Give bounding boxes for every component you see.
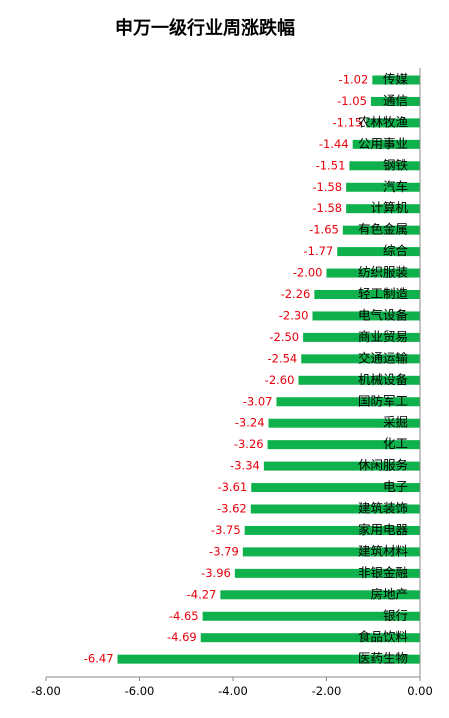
value-label: -3.34 bbox=[230, 459, 260, 473]
x-tick-label: -8.00 bbox=[31, 684, 61, 698]
value-label: -1.65 bbox=[309, 223, 339, 237]
bar bbox=[200, 633, 420, 643]
bar bbox=[301, 354, 420, 364]
bar bbox=[342, 225, 420, 235]
category-label: 电子 bbox=[383, 479, 408, 494]
category-label: 银行 bbox=[383, 608, 408, 623]
category-label: 机械设备 bbox=[358, 372, 409, 387]
value-label: -1.58 bbox=[312, 201, 342, 215]
value-label: -1.15 bbox=[332, 115, 362, 129]
value-label: -3.96 bbox=[201, 566, 231, 580]
bar bbox=[234, 568, 420, 578]
bar bbox=[370, 96, 420, 106]
bar bbox=[268, 418, 420, 428]
category-label: 食品饮料 bbox=[358, 629, 409, 644]
category-label: 轻工制造 bbox=[358, 286, 409, 301]
value-label: -1.58 bbox=[312, 180, 342, 194]
bar bbox=[117, 654, 420, 664]
value-label: -3.79 bbox=[209, 544, 239, 558]
category-label: 计算机 bbox=[370, 200, 408, 215]
value-label: -1.02 bbox=[339, 73, 369, 87]
bar bbox=[326, 268, 420, 278]
x-tick-label: -4.00 bbox=[218, 684, 248, 698]
x-tick-label: -6.00 bbox=[125, 684, 155, 698]
chart-title: 申万一级行业周涨跌幅 bbox=[115, 18, 295, 39]
bar bbox=[366, 118, 420, 128]
bar bbox=[298, 375, 420, 385]
category-label: 国防军工 bbox=[358, 393, 408, 408]
category-label: 家用电器 bbox=[358, 522, 409, 537]
value-label: -1.44 bbox=[319, 137, 349, 151]
bar bbox=[337, 247, 420, 257]
bar bbox=[346, 182, 420, 192]
value-label: -2.60 bbox=[265, 373, 295, 387]
value-label: -4.27 bbox=[187, 587, 217, 601]
value-label: -4.65 bbox=[169, 609, 199, 623]
category-label: 电气设备 bbox=[358, 307, 409, 322]
bar bbox=[303, 332, 420, 342]
bar bbox=[202, 611, 420, 621]
bar bbox=[314, 290, 420, 299]
x-tick-label: 0.00 bbox=[407, 684, 433, 698]
category-label: 建筑材料 bbox=[358, 543, 409, 558]
value-label: -1.05 bbox=[337, 94, 367, 108]
category-label: 医药生物 bbox=[358, 651, 408, 666]
category-label: 化工 bbox=[383, 436, 408, 451]
value-label: -2.30 bbox=[279, 308, 309, 322]
value-label: -4.69 bbox=[167, 630, 197, 644]
bar bbox=[251, 483, 420, 493]
category-label: 交通运输 bbox=[358, 350, 409, 365]
bar bbox=[267, 440, 420, 450]
category-label: 建筑装饰 bbox=[358, 501, 408, 516]
bar bbox=[250, 504, 420, 514]
category-label: 纺织服装 bbox=[358, 265, 408, 280]
bar bbox=[276, 397, 420, 407]
value-label: -1.51 bbox=[316, 158, 346, 172]
value-label: -1.77 bbox=[303, 244, 333, 258]
category-label: 通信 bbox=[383, 93, 408, 108]
value-label: -3.24 bbox=[235, 416, 265, 430]
category-label: 公用事业 bbox=[358, 136, 408, 151]
bar bbox=[244, 525, 420, 535]
category-label: 采掘 bbox=[383, 415, 408, 430]
category-label: 综合 bbox=[383, 243, 409, 258]
bar bbox=[346, 204, 420, 214]
value-label: -3.75 bbox=[211, 523, 241, 537]
bar bbox=[352, 139, 420, 149]
value-label: -6.47 bbox=[84, 652, 114, 666]
category-label: 房地产 bbox=[370, 586, 408, 601]
bar bbox=[220, 590, 420, 600]
category-label: 钢铁 bbox=[383, 157, 409, 172]
value-label: -3.61 bbox=[217, 480, 247, 494]
category-label: 传媒 bbox=[383, 72, 409, 87]
bar bbox=[242, 547, 420, 557]
category-label: 农林牧渔 bbox=[358, 114, 408, 129]
category-label: 非银金融 bbox=[358, 565, 409, 580]
bar bbox=[372, 75, 420, 85]
category-label: 有色金属 bbox=[358, 222, 408, 237]
value-label: -3.26 bbox=[234, 437, 264, 451]
value-label: -2.50 bbox=[269, 330, 299, 344]
bar bbox=[349, 161, 420, 171]
value-label: -3.07 bbox=[243, 394, 273, 408]
value-label: -2.00 bbox=[293, 266, 323, 280]
category-label: 休闲服务 bbox=[358, 458, 408, 473]
value-label: -2.54 bbox=[267, 351, 297, 365]
category-label: 商业贸易 bbox=[358, 329, 408, 344]
value-label: -3.62 bbox=[217, 502, 247, 516]
category-label: 汽车 bbox=[383, 179, 408, 194]
bar bbox=[312, 311, 420, 321]
bar bbox=[263, 461, 420, 471]
x-tick-label: -2.00 bbox=[312, 684, 342, 698]
value-label: -2.26 bbox=[281, 287, 311, 301]
